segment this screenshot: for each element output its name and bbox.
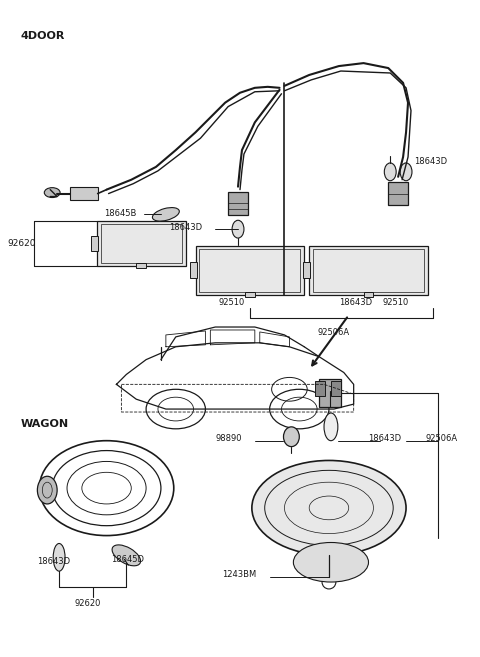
Bar <box>190 261 196 278</box>
Bar <box>195 246 304 296</box>
Bar <box>101 224 182 263</box>
Text: 92506A: 92506A <box>317 328 349 337</box>
Bar <box>91 236 97 251</box>
Text: 18645D: 18645D <box>111 555 144 564</box>
Bar <box>200 249 300 292</box>
Ellipse shape <box>232 220 244 238</box>
Text: 92510: 92510 <box>218 298 244 307</box>
Ellipse shape <box>293 543 369 582</box>
Text: 92620: 92620 <box>75 599 101 608</box>
Bar <box>363 292 373 298</box>
Text: 18643D: 18643D <box>169 223 202 232</box>
Ellipse shape <box>400 163 412 181</box>
Ellipse shape <box>44 188 60 198</box>
Text: 18645B: 18645B <box>104 210 136 218</box>
Text: 98890: 98890 <box>216 434 242 443</box>
Bar <box>303 261 310 278</box>
Bar <box>70 187 97 200</box>
Ellipse shape <box>384 163 396 181</box>
Bar <box>313 249 424 292</box>
Bar <box>388 182 408 206</box>
Ellipse shape <box>284 427 300 447</box>
Bar <box>331 381 341 396</box>
Bar <box>309 246 428 296</box>
Bar <box>245 292 255 298</box>
Ellipse shape <box>37 476 57 504</box>
Ellipse shape <box>112 545 141 566</box>
Ellipse shape <box>252 461 406 555</box>
Text: 18643D: 18643D <box>369 434 402 443</box>
Text: 4DOOR: 4DOOR <box>21 32 65 41</box>
Text: 92506A: 92506A <box>426 434 458 443</box>
Text: 92620: 92620 <box>8 239 36 248</box>
Text: 18643D: 18643D <box>37 557 71 566</box>
Text: 1243BM: 1243BM <box>222 570 256 579</box>
Text: 18643D: 18643D <box>339 298 372 307</box>
Bar <box>96 221 186 265</box>
Bar <box>315 381 325 396</box>
Bar <box>136 263 146 267</box>
Ellipse shape <box>153 208 180 221</box>
Text: 92510: 92510 <box>383 298 408 307</box>
Ellipse shape <box>53 543 65 571</box>
Text: 18643D: 18643D <box>414 157 447 166</box>
Ellipse shape <box>324 413 338 441</box>
Text: WAGON: WAGON <box>21 419 69 429</box>
Bar <box>228 192 248 215</box>
Bar <box>319 379 341 407</box>
